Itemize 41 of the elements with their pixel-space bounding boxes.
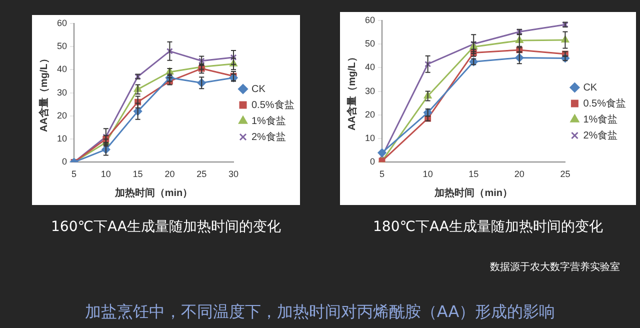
y-tick-label: 40 xyxy=(364,62,376,72)
legend-label: 0.5%食盐 xyxy=(252,98,294,111)
x-tick-label: 10 xyxy=(422,169,433,180)
x-tick-label: 25 xyxy=(196,169,207,180)
y-tick-label: 10 xyxy=(364,133,376,144)
legend-label: CK xyxy=(583,82,598,94)
y-tick-label: 40 xyxy=(56,64,68,74)
y-tick-label: 20 xyxy=(364,109,376,120)
text: 180℃下AA生成量随加热时间的变化 xyxy=(372,218,604,236)
y-tick-label: 50 xyxy=(364,38,376,49)
y-tick-label: 10 xyxy=(56,134,68,144)
legend-label: 1%食盐 xyxy=(252,114,286,127)
y-axis-title: AA含量（mg/L） xyxy=(346,52,358,130)
x-tick-label: 20 xyxy=(514,169,524,180)
x-tick-label: 15 xyxy=(132,169,143,180)
x-tick-label: 15 xyxy=(468,169,479,180)
legend-label: 0.5%食盐 xyxy=(583,97,626,110)
x-tick-label: 5 xyxy=(72,169,77,180)
legend-label: 2%食盐 xyxy=(252,130,286,143)
y-tick-label: 0 xyxy=(62,156,68,167)
legend-label: 1%食盐 xyxy=(583,113,618,126)
legend-label: CK xyxy=(252,84,266,95)
y-tick-label: 60 xyxy=(364,14,376,25)
y-tick-label: 20 xyxy=(56,110,68,120)
x-tick-label: 5 xyxy=(380,169,385,180)
y-axis-title: AA含量（mg/L） xyxy=(38,54,50,132)
x-tick-label: 20 xyxy=(164,169,175,180)
y-tick-label: 30 xyxy=(364,86,376,96)
y-tick-label: 60 xyxy=(56,18,68,28)
x-tick-label: 10 xyxy=(100,169,111,180)
text: 数据源于农大数字营养实验室 xyxy=(490,260,620,274)
y-tick-label: 30 xyxy=(56,87,68,98)
text: 加盐烹饪中，不同温度下，加热时间对丙烯酰胺（AA）形成的影响 xyxy=(84,302,556,323)
x-axis-title: 加热时间（min） xyxy=(434,186,512,199)
x-axis-title: 加热时间（min） xyxy=(114,186,193,199)
legend-label: 2%食盐 xyxy=(583,129,618,142)
text: 160℃下AA生成量随加热时间的变化 xyxy=(50,218,282,236)
y-tick-label: 0 xyxy=(370,156,376,167)
x-tick-label: 25 xyxy=(560,169,570,180)
y-tick-label: 50 xyxy=(56,41,68,52)
x-tick-label: 30 xyxy=(228,169,239,180)
